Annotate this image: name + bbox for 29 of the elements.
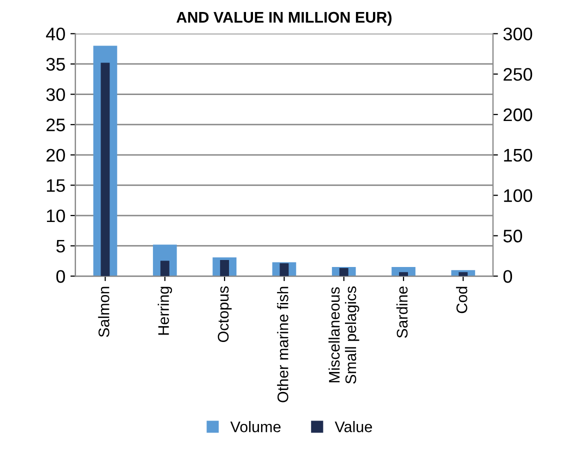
y-tick-label: 25 [46,118,65,132]
y2-tick-label: 100 [504,189,532,202]
x-tick-label: Other marine fish [277,286,288,402]
y-tick-label: 0 [56,270,65,283]
y-tick-label: 10 [46,209,65,222]
y-tick-label: 35 [46,58,65,71]
y2-tick-label: 300 [503,28,532,40]
x-tick-label: Salmon [98,286,110,337]
x-tick-label: Herring [158,286,172,335]
chart-title: AND VALUE IN MILLION EUR) [176,11,392,26]
y-tick-label: 5 [56,240,65,253]
y-tick-label: 30 [46,88,65,102]
y-tick-label: 20 [46,148,65,162]
bar [160,260,170,276]
y2-tick-label: 200 [504,108,532,122]
x-tick-label: Cod [456,286,468,314]
legend-label: Value [334,421,372,432]
y2-tick-label: 0 [503,270,512,283]
y-tick-label: 40 [46,28,65,40]
y-tick-label: 15 [46,179,65,192]
x-tick-label: Miscellaneous Small pelagics [328,286,360,384]
bar [458,272,468,276]
x-tick-label: Octopus [218,286,232,342]
y2-tick-label: 150 [504,148,532,162]
x-tick-label: Sardine [396,286,408,338]
legend-label: Volume [230,421,281,432]
y2-tick-label: 250 [504,68,532,81]
y2-tick-label: 50 [503,230,522,242]
bar [399,272,408,276]
